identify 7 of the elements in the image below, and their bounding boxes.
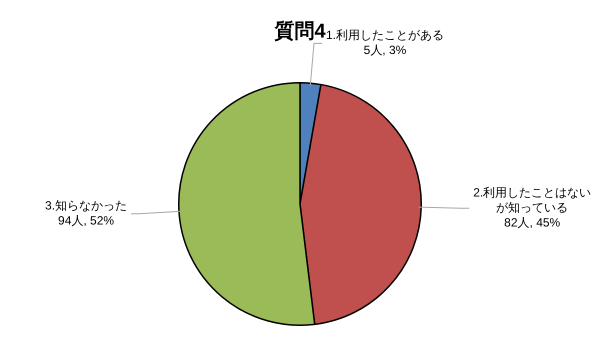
data-label: 82人, 45% — [504, 216, 561, 230]
slice-label: 3.知らなかった — [45, 198, 128, 213]
data-label: 94人, 52% — [58, 214, 114, 228]
slice-label: 1.利用したことがある — [326, 28, 444, 42]
chart-title: 質問4 — [273, 20, 326, 43]
data-label: 5人, 3% — [364, 43, 407, 58]
slice-label: 2.利用したことはないが知っている — [473, 186, 592, 215]
